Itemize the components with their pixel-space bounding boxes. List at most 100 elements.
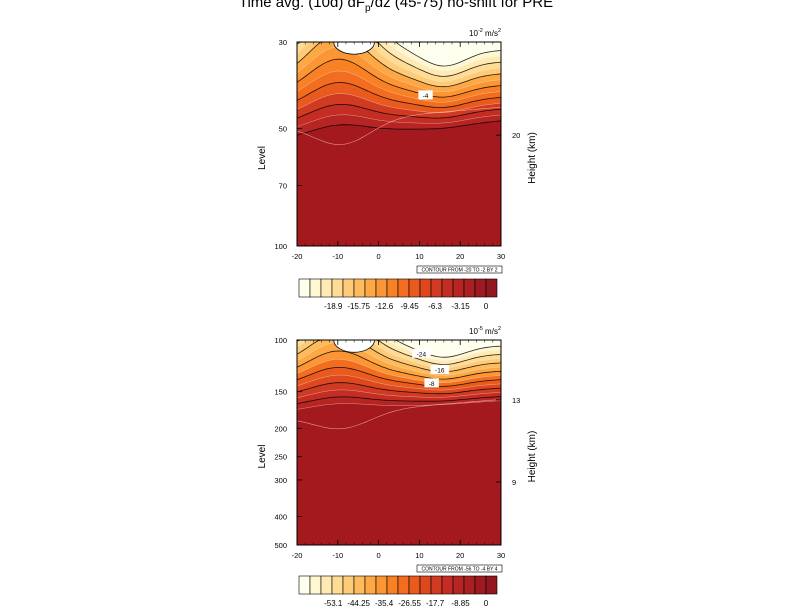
- colorbar-cell: [408, 575, 421, 595]
- contour-band: [297, 340, 501, 358]
- chart-panel-2: -24 -16-8 -20 -10 0 10 20 30 100 150 200 250 300 400 5…: [257, 326, 538, 608]
- contour-band: [297, 42, 501, 67]
- colorbar-cell: [364, 575, 377, 595]
- contour-label: -4: [423, 93, 429, 100]
- colorbar-cell: [364, 278, 377, 298]
- contour-label: -16: [435, 367, 445, 374]
- contour-line: [297, 399, 501, 430]
- colorbar-cell: [331, 278, 344, 298]
- title-subscript: p: [365, 3, 371, 14]
- y-tick-label: 400: [274, 513, 287, 522]
- colorbar-cell: [463, 278, 476, 298]
- x-tick-label: 0: [377, 252, 381, 261]
- y-tick-label: 250: [274, 453, 287, 462]
- y-tick-label: 100: [274, 242, 287, 251]
- x-tick-label: -10: [332, 252, 343, 261]
- x-tick-label: -10: [332, 551, 343, 560]
- y-tick-label: 50: [279, 125, 287, 134]
- colorbar-cell: [474, 575, 487, 595]
- plot-frame: [296, 339, 502, 546]
- title-rest: /dz (45-75) no-shift for PRE: [370, 0, 554, 11]
- colorbar-cell: [397, 278, 410, 298]
- colorbar-cell: [298, 278, 311, 298]
- y-axis-label: Level: [257, 445, 268, 469]
- colorbar-label: -26.55: [398, 599, 421, 608]
- colorbar-cell: [309, 278, 322, 298]
- colorbar-cell: [441, 575, 454, 595]
- colorbar-label: -17.7: [426, 599, 445, 608]
- x-tick-label: -20: [292, 551, 303, 560]
- colorbar-label: -3.15: [451, 302, 470, 311]
- colorbar-label: -12.6: [375, 302, 394, 311]
- figure-title: Time avg. (10d) dFp/dz (45-75) no-shift …: [0, 0, 792, 14]
- contour-line: [297, 107, 501, 145]
- y-tick-label: 100: [274, 336, 287, 345]
- x-tick-label: 10: [415, 551, 423, 560]
- colorbar-cell: [353, 278, 366, 298]
- contour-label: -8: [429, 381, 435, 388]
- colorbar-label: 0: [484, 599, 489, 608]
- units-label: 10-2 m/s2: [469, 28, 501, 38]
- colorbar-label: -15.75: [347, 302, 370, 311]
- colorbar-label: -18.9: [324, 302, 343, 311]
- colorbar-cell: [342, 575, 355, 595]
- colorbar-cell: [419, 575, 432, 595]
- contour-info-box: [416, 265, 503, 274]
- colorbar-cell: [375, 278, 388, 298]
- colorbar-label: -53.1: [324, 599, 343, 608]
- colorbar-cell: [386, 278, 399, 298]
- colorbar-cell: [485, 575, 498, 595]
- y2-tick-label: 20: [512, 131, 520, 140]
- contour-label-box: [412, 348, 431, 358]
- x-tick-label: 30: [497, 551, 505, 560]
- y2-axis-label: Height (km): [527, 132, 538, 184]
- x-tick-label: 20: [456, 252, 464, 261]
- colorbar-cell: [397, 575, 410, 595]
- colorbar-cell: [430, 575, 443, 595]
- contour-label-box: [430, 364, 450, 374]
- units-label: 10-5 m/s2: [469, 326, 501, 336]
- colorbar-cell: [463, 575, 476, 595]
- colorbar-label: -9.45: [400, 302, 419, 311]
- y-axis-label: Level: [257, 146, 268, 170]
- colorbar-cell: [298, 575, 311, 595]
- x-tick-label: 30: [497, 252, 505, 261]
- colorbar-cell: [331, 575, 344, 595]
- contour-label-box: [418, 90, 433, 100]
- y-tick-label: 70: [279, 182, 287, 191]
- title-main: Time avg. (10d) dF: [238, 0, 365, 11]
- colorbar-cell: [309, 575, 322, 595]
- colorbar: -18.9 -15.75 -12.6 -9.45 -6.3 -3.15 0: [298, 278, 498, 311]
- colorbar-cell: [452, 575, 465, 595]
- colorbar-label: -35.4: [375, 599, 394, 608]
- y-tick-label: 30: [279, 38, 287, 47]
- colorbar-cell: [430, 278, 443, 298]
- colorbar-cell: [353, 575, 366, 595]
- y-tick-label: 200: [274, 424, 287, 433]
- contour-min: [333, 42, 375, 55]
- x-tick-label: 20: [456, 551, 464, 560]
- x-tick-label: -20: [292, 252, 303, 261]
- colorbar-label: -44.25: [347, 599, 370, 608]
- colorbar-label: -8.85: [451, 599, 470, 608]
- colorbar: -53.1 -44.25 -35.4 -26.55 -17.7 -8.85 0: [298, 575, 498, 608]
- colorbar-label: 0: [484, 302, 489, 311]
- colorbar-cell: [320, 278, 333, 298]
- plot-frame: [296, 41, 502, 247]
- y-tick-label: 300: [274, 476, 287, 485]
- colorbar-cell: [474, 278, 487, 298]
- colorbar-cell: [386, 575, 399, 595]
- y-tick-label: 150: [274, 388, 287, 397]
- colorbar-cell: [452, 278, 465, 298]
- contour-info: CONTOUR FROM -20 TO -2 BY 2: [421, 268, 497, 274]
- y-tick-label: 500: [274, 541, 287, 550]
- chart-panel-1: -4 -20 -10 0 10 20 30 30 50 70 100 20 Level Height (k…: [257, 28, 538, 311]
- colorbar-cell: [485, 278, 498, 298]
- colorbar-cell: [441, 278, 454, 298]
- colorbar-cell: [375, 575, 388, 595]
- contour-field: -4: [297, 42, 501, 246]
- colorbar-label: -6.3: [428, 302, 442, 311]
- colorbar-cell: [342, 278, 355, 298]
- colorbar-cell: [419, 278, 432, 298]
